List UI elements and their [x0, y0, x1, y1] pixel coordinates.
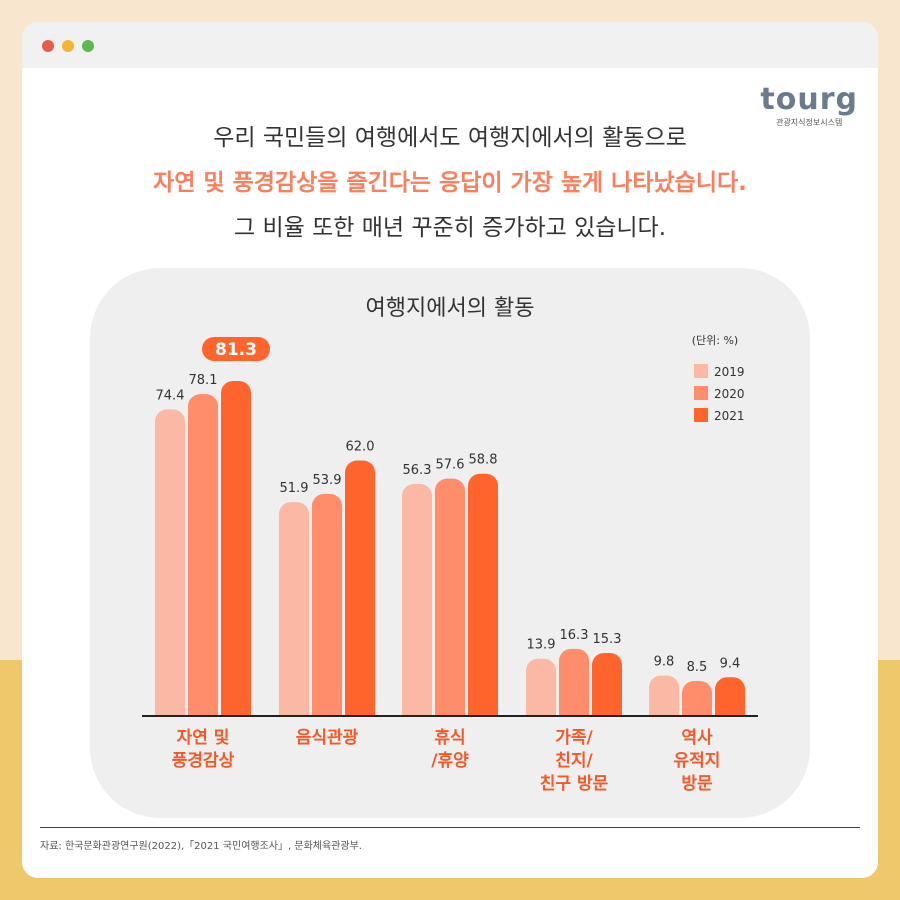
bar [468, 473, 498, 716]
data-label: 56.3 [403, 463, 432, 478]
bar [435, 478, 465, 716]
bar [279, 502, 309, 716]
data-label: 8.5 [687, 660, 708, 675]
headline-line-1: 우리 국민들의 여행에서도 여행지에서의 활동으로 [213, 125, 687, 151]
chart-title: 여행지에서의 활동 [365, 296, 535, 321]
legend-swatch [694, 386, 708, 400]
bar [221, 381, 251, 716]
category-label: 역사 [681, 728, 713, 748]
data-label: 51.9 [280, 481, 309, 496]
data-label: 81.3 [215, 340, 257, 360]
category-label: 친지/ [555, 751, 593, 771]
legend-swatch [694, 408, 708, 422]
tourgo-logo: tourg 관광지식정보시스템 [760, 82, 858, 128]
bar [715, 677, 745, 716]
bar [526, 658, 556, 716]
bar [682, 680, 712, 716]
bar [345, 460, 375, 716]
data-label: 15.3 [593, 632, 622, 647]
category-label: 유적지 [674, 751, 721, 771]
bar [592, 652, 622, 716]
logo-text: tourg [760, 82, 858, 117]
highlight-badge [202, 337, 270, 361]
legend-label: 2019 [714, 365, 745, 379]
data-label: 53.9 [313, 473, 342, 488]
data-label: 58.8 [469, 453, 498, 468]
close-dot-icon [42, 40, 54, 52]
browser-card: tourg 관광지식정보시스템 우리 국민들의 여행에서도 여행지에서의 활동으… [22, 22, 878, 878]
bar [312, 493, 342, 716]
data-label: 78.1 [189, 373, 218, 388]
data-label: 62.0 [346, 440, 375, 455]
data-label: 74.4 [156, 388, 185, 403]
bar [188, 394, 218, 716]
bar [649, 675, 679, 716]
data-label: 9.4 [720, 656, 741, 671]
bar [155, 409, 185, 716]
legend-label: 2020 [714, 387, 745, 401]
legend-label: 2021 [714, 409, 745, 423]
bar-chart: 74.4 51.9 56.3 13.9 9.8 78.1 53.9 57.6 16.3 8.5 81… [142, 334, 758, 794]
logo-subtitle: 관광지식정보시스템 [776, 118, 843, 127]
minimize-dot-icon [62, 40, 74, 52]
data-label: 16.3 [560, 628, 589, 643]
category-label: 방문 [681, 774, 713, 794]
bar [559, 648, 589, 716]
source-note: 자료: 한국문화관광연구원(2022),「2021 국민여행조사」, 문화체육관… [40, 841, 362, 852]
headline-line-2: 자연 및 풍경감상을 즐긴다는 응답이 가장 높게 나타났습니다. [153, 170, 747, 196]
data-label: 9.8 [654, 655, 675, 670]
category-label: 휴식 [434, 727, 465, 748]
category-label: /휴양 [431, 750, 469, 771]
divider [40, 827, 860, 828]
bar [402, 484, 432, 716]
data-label: 57.6 [436, 458, 465, 473]
window-titlebar [22, 22, 878, 68]
category-label: 친구 방문 [540, 774, 609, 794]
category-label: 가족/ [555, 728, 593, 748]
maximize-dot-icon [82, 40, 94, 52]
legend-swatch [694, 364, 708, 378]
headline-line-3: 그 비율 또한 매년 꾸준히 증가하고 있습니다. [233, 215, 667, 241]
category-label: 음식관광 [296, 728, 359, 748]
data-label: 13.9 [527, 638, 556, 653]
category-label: 자연 및 [177, 728, 230, 748]
category-label: 풍경감상 [172, 751, 235, 771]
unit-label: (단위: %) [692, 334, 738, 347]
